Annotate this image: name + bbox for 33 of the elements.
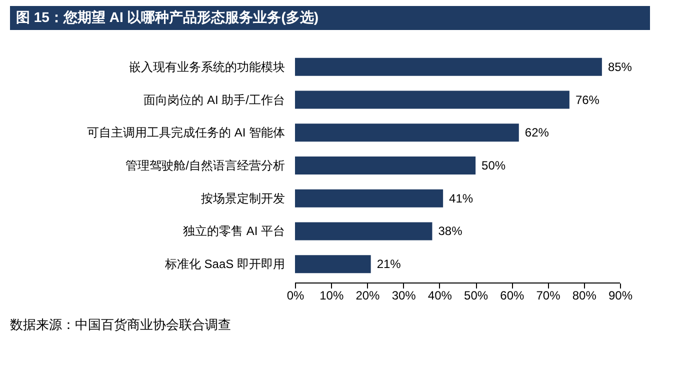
y-tick-label: 独立的零售 AI 平台 [182, 224, 285, 238]
x-tick-label: 30% [392, 288, 416, 302]
x-tick-label: 70% [536, 288, 561, 302]
x-tick-label: 40% [428, 288, 452, 302]
bar [295, 124, 519, 142]
bar [295, 90, 570, 109]
x-tick-label: 90% [608, 288, 633, 302]
text: 图 15：您期望 AI 以哪种产品形态服务业务(多选) [16, 9, 319, 25]
bar [295, 156, 476, 175]
bar [295, 255, 371, 274]
bar [295, 189, 444, 208]
data-label: 41% [449, 191, 474, 206]
y-tick-label: 可自主调用工具完成任务的 AI 智能体 [86, 126, 285, 140]
y-tick-label: 标准化 SaaS 即开即用 [164, 257, 285, 272]
y-tick-label: 面向岗位的 AI 助手/工作台 [144, 92, 285, 107]
x-tick-label: 50% [464, 288, 488, 302]
source-note: 数据来源：中国百货商业协会联合调查 [10, 317, 231, 332]
x-tick-label: 80% [572, 288, 597, 302]
x-tick-label: 20% [356, 288, 380, 302]
data-label: 76% [575, 92, 600, 107]
bar [295, 222, 432, 240]
x-tick-label: 60% [500, 288, 524, 302]
data-label: 85% [608, 60, 632, 74]
x-tick-label: 10% [320, 288, 344, 302]
y-tick-label: 按场景定制开发 [201, 191, 285, 206]
data-label: 62% [524, 126, 550, 140]
data-label: 21% [376, 257, 402, 272]
x-tick-label: 0% [286, 288, 304, 302]
data-label: 38% [438, 224, 463, 238]
y-tick-label: 管理驾驶舱/自然语言经营分析 [126, 158, 285, 172]
y-tick-label: 嵌入现有业务系统的功能模块 [129, 60, 285, 74]
bar [295, 58, 602, 76]
data-label: 50% [482, 158, 506, 172]
